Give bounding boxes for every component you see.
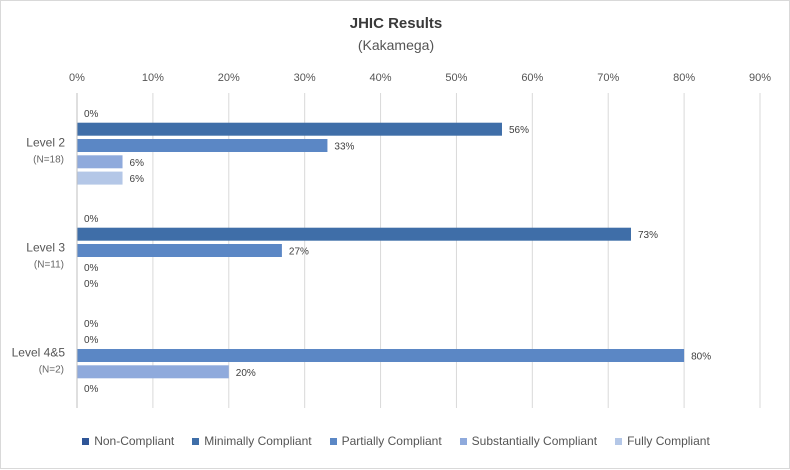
- legend-swatch: [459, 437, 467, 445]
- bar-substantially-compliant: [77, 155, 123, 169]
- data-label: 6%: [130, 158, 145, 169]
- data-label: 20%: [236, 368, 256, 379]
- data-label: 56%: [509, 125, 529, 136]
- data-label: 0%: [84, 319, 99, 330]
- data-label: 0%: [84, 279, 99, 290]
- legend-label: Minimally Compliant: [204, 434, 312, 448]
- category-label: Level 2: [26, 136, 65, 150]
- data-label: 73%: [638, 230, 658, 241]
- data-label: 0%: [84, 263, 99, 274]
- x-tick-label: 0%: [69, 72, 85, 84]
- legend-item: Minimally Compliant: [192, 434, 312, 448]
- legend-label: Non-Compliant: [94, 434, 175, 448]
- x-tick-label: 40%: [370, 72, 392, 84]
- data-label: 0%: [84, 214, 99, 225]
- data-label: 0%: [84, 384, 99, 395]
- legend-swatch: [82, 437, 90, 445]
- bar-minimally-compliant: [77, 227, 631, 241]
- legend-item: Fully Compliant: [615, 434, 710, 448]
- bar-partially-compliant: [77, 139, 328, 152]
- legend-label: Fully Compliant: [627, 434, 710, 448]
- bar-minimally-compliant: [77, 122, 502, 136]
- legend-label: Partially Compliant: [341, 434, 442, 448]
- bar-partially-compliant: [77, 244, 282, 257]
- x-tick-label: 90%: [749, 72, 771, 84]
- category-count: (N=11): [34, 260, 64, 271]
- data-label: 0%: [84, 335, 99, 346]
- data-label: 33%: [334, 142, 354, 153]
- category-count: (N=18): [33, 155, 64, 166]
- legend-swatch: [615, 437, 623, 445]
- chart-legend: Non-Compliant Minimally Compliant Partiall…: [1, 434, 790, 448]
- category-label: Level 3: [26, 241, 65, 255]
- bar-fully-compliant: [77, 171, 123, 185]
- chart-subtitle: (Kakamega): [357, 37, 435, 53]
- x-tick-label: 50%: [445, 72, 467, 84]
- category-count: (N=2): [39, 365, 64, 376]
- chart-title: JHIC Results: [349, 15, 443, 32]
- x-tick-label: 80%: [673, 72, 695, 84]
- x-tick-label: 30%: [294, 72, 316, 84]
- bar-substantially-compliant: [77, 365, 229, 379]
- legend-swatch: [192, 437, 200, 445]
- data-label: 0%: [84, 109, 99, 120]
- legend-swatch: [329, 437, 337, 445]
- x-tick-label: 70%: [597, 72, 619, 84]
- bar-partially-compliant: [77, 349, 685, 362]
- legend-item: Non-Compliant: [82, 434, 174, 448]
- data-label: 27%: [289, 247, 309, 258]
- x-tick-label: 10%: [142, 72, 164, 84]
- legend-item: Substantially Compliant: [459, 434, 598, 448]
- x-tick-label: 20%: [218, 72, 240, 84]
- legend-label: Substantially Compliant: [471, 434, 598, 448]
- category-label: Level 4&5: [12, 346, 66, 360]
- x-tick-label: 60%: [521, 72, 543, 84]
- data-label: 6%: [130, 174, 145, 185]
- legend-item: Partially Compliant: [329, 434, 442, 448]
- data-label: 80%: [691, 352, 711, 363]
